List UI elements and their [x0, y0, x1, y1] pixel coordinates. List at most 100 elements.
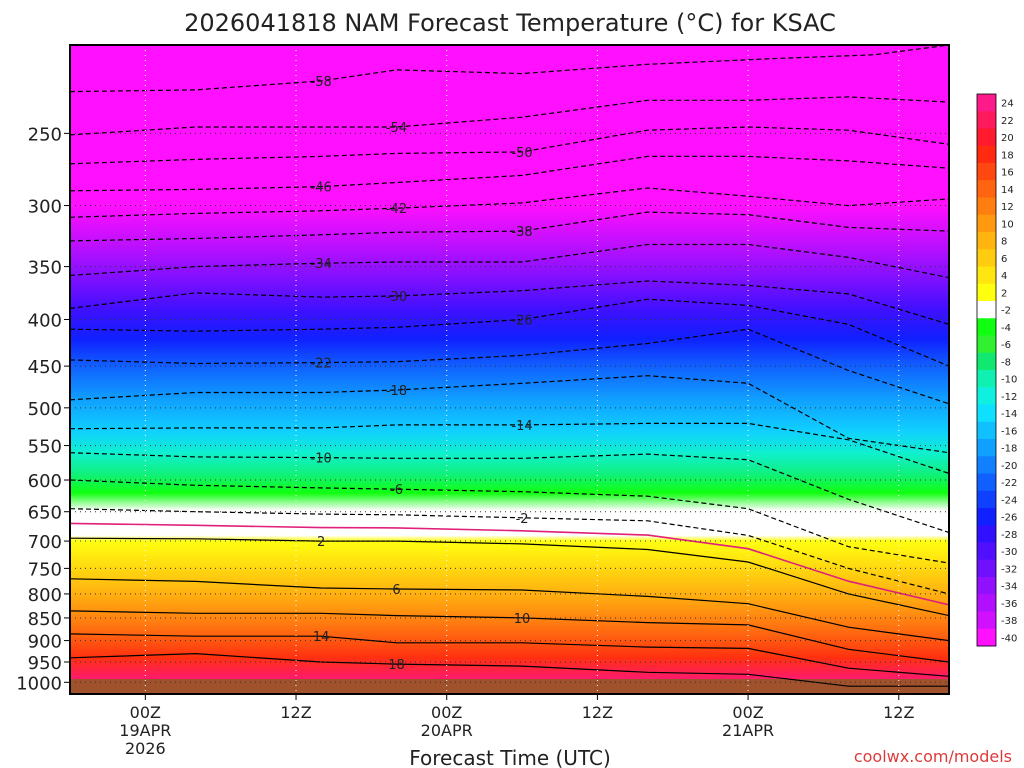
colorbar-swatch: [977, 197, 996, 216]
colorbar-label: -12: [1001, 392, 1017, 403]
isotherm-label: -58: [311, 75, 332, 90]
y-tick-label: 300: [28, 197, 62, 218]
colorbar-label: -28: [1001, 530, 1017, 541]
colorbar-swatch: [977, 145, 996, 164]
isotherm-line: [70, 45, 949, 93]
y-tick-label: 900: [28, 632, 62, 653]
y-tick-label: 750: [28, 559, 62, 580]
isotherm-label: 18: [388, 658, 405, 673]
isotherm-label: -6: [390, 483, 403, 498]
plot-frame: [69, 44, 950, 695]
colorbar-swatch: [977, 352, 996, 371]
colorbar-swatch: [977, 283, 996, 302]
x-tick-label: 12Z: [883, 703, 914, 722]
isotherm-line: [70, 578, 949, 642]
colorbar-swatch: [977, 111, 996, 129]
y-tick-label: 450: [28, 357, 62, 378]
colorbar-swatch: [977, 163, 996, 181]
isotherm-line: [70, 187, 949, 218]
isotherm-line: [70, 328, 949, 405]
colorbar-label: 8: [1001, 237, 1007, 248]
colorbar-swatch: [977, 456, 996, 474]
x-axis-label: Forecast Time (UTC): [409, 746, 611, 768]
x-tick-label: 12Z: [582, 703, 613, 722]
chart-title: 2026041818 NAM Forecast Temperature (°C)…: [184, 9, 836, 37]
isotherm-label: -18: [386, 384, 407, 399]
isotherm-label: -22: [311, 357, 332, 372]
isotherm-line: [70, 280, 949, 325]
colorbar-label: -8: [1001, 357, 1011, 368]
colorbar-swatch: [977, 508, 996, 526]
isotherm-line: [70, 508, 949, 595]
colorbar-label: 22: [1001, 116, 1014, 127]
x-tick-label: 21APR: [722, 721, 774, 740]
colorbar-swatch: [977, 232, 996, 250]
isotherm-label: 6: [392, 583, 400, 598]
y-tick-label: 350: [28, 258, 62, 279]
colorbar-label: -34: [1001, 582, 1017, 593]
x-tick-label: 00Z: [130, 703, 161, 722]
colorbar-label: -14: [1001, 409, 1017, 420]
isotherm-label: -38: [511, 225, 532, 240]
colorbar-swatch: [977, 439, 996, 457]
isotherm-label: -26: [511, 313, 532, 328]
isotherm-label: -50: [511, 146, 532, 161]
colorbar-swatch: [977, 128, 996, 147]
colorbar-swatch: [977, 559, 996, 578]
colorbar-swatch: [977, 628, 996, 647]
colorbar-swatch: [977, 301, 996, 319]
isotherm-line: [70, 96, 949, 136]
y-tick-label: 650: [28, 503, 62, 524]
x-tick-label: 20APR: [421, 721, 473, 740]
y-tick-label: 800: [28, 585, 62, 606]
colorbar-label: 20: [1001, 133, 1014, 144]
isotherm-label: -42: [386, 202, 407, 217]
colorbar-swatch: [977, 525, 996, 543]
colorbar-legend: 24 22 20 18 16 14 12 10 8 6 4 2 -2 -4 -6 -8 -10 -12 -14 -16…: [976, 93, 1017, 647]
isotherm-line: [70, 211, 949, 242]
isotherm-label: -2: [516, 512, 529, 527]
x-tick-label: 00Z: [431, 703, 462, 722]
colorbar-swatch: [977, 404, 996, 423]
colorbar-label: -38: [1001, 616, 1017, 627]
y-tick-label: 700: [28, 532, 62, 553]
colorbar-label: 18: [1001, 150, 1014, 161]
colorbar-swatch: [977, 180, 996, 198]
isotherm-label: -10: [311, 452, 332, 467]
x-tick-label: 12Z: [280, 703, 311, 722]
colorbar-swatch: [977, 214, 996, 233]
isotherm-label: -54: [386, 121, 407, 136]
isotherm-line: [70, 610, 949, 663]
colorbar-swatch: [977, 249, 996, 267]
isotherm-line: [70, 243, 949, 279]
pressure-axis: 2503003504004505005506006507007508008509…: [16, 124, 70, 694]
y-tick-label: 1000: [16, 673, 62, 694]
isotherm-label: -30: [386, 290, 407, 305]
y-tick-label: 500: [28, 399, 62, 420]
colorbar-label: 12: [1001, 202, 1014, 213]
y-tick-label: 250: [28, 124, 62, 145]
isotherm-line: [70, 422, 949, 474]
y-tick-label: 850: [28, 609, 62, 630]
colorbar-swatch: [977, 370, 996, 388]
x-tick-label: 00Z: [732, 703, 763, 722]
freezing-line: [70, 522, 949, 606]
colorbar-swatch: [977, 318, 996, 336]
isotherm-line: [70, 537, 949, 617]
y-tick-label: 950: [28, 653, 62, 674]
colorbar-swatch: [977, 542, 996, 561]
isotherm-label: -14: [511, 419, 532, 434]
temperature-field: [70, 45, 949, 694]
colorbar-swatch: [977, 266, 996, 285]
credit-text: coolwx.com/models: [854, 747, 1012, 766]
colorbar-label: -40: [1001, 633, 1017, 644]
x-tick-label: 2026: [125, 739, 166, 758]
colorbar-label: -32: [1001, 564, 1017, 575]
isotherm-line: [70, 298, 949, 367]
y-tick-label: 550: [28, 437, 62, 458]
colorbar-label: -6: [1001, 340, 1011, 351]
colorbar-label: -2: [1001, 306, 1011, 317]
isotherm-label: -34: [311, 257, 332, 272]
